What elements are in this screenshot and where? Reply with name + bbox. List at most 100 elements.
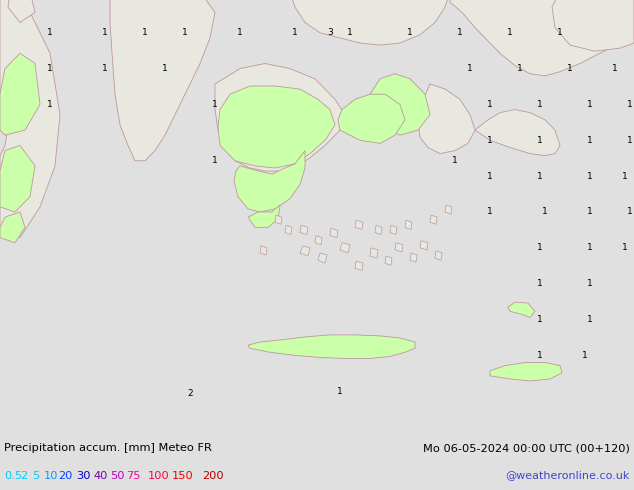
Polygon shape [385, 256, 392, 265]
Text: 1: 1 [582, 351, 588, 360]
Polygon shape [410, 253, 417, 262]
Text: 1: 1 [537, 136, 543, 145]
Polygon shape [248, 335, 415, 359]
Polygon shape [234, 150, 305, 212]
Text: 1: 1 [587, 172, 593, 181]
Text: 1: 1 [627, 207, 633, 217]
Text: 40: 40 [94, 470, 108, 481]
Polygon shape [215, 64, 345, 171]
Text: 1: 1 [292, 28, 298, 37]
Text: 1: 1 [537, 315, 543, 324]
Polygon shape [420, 241, 428, 250]
Text: 1: 1 [347, 28, 353, 37]
Polygon shape [355, 220, 363, 229]
Text: 200: 200 [202, 470, 224, 481]
Polygon shape [552, 0, 634, 51]
Text: 1: 1 [47, 28, 53, 37]
Polygon shape [290, 0, 450, 45]
Polygon shape [8, 0, 35, 23]
Polygon shape [435, 251, 442, 260]
Polygon shape [285, 225, 292, 235]
Polygon shape [445, 205, 452, 214]
Text: @weatheronline.co.uk: @weatheronline.co.uk [506, 470, 630, 481]
Text: 1: 1 [102, 28, 108, 37]
Polygon shape [330, 228, 338, 238]
Polygon shape [275, 215, 282, 224]
Text: 1: 1 [407, 28, 413, 37]
Text: 1: 1 [542, 207, 548, 217]
Polygon shape [0, 146, 35, 212]
Polygon shape [300, 225, 308, 235]
Polygon shape [375, 225, 382, 235]
Text: 1: 1 [537, 172, 543, 181]
Polygon shape [430, 215, 437, 224]
Text: 2: 2 [187, 389, 193, 398]
Text: 1: 1 [587, 136, 593, 145]
Text: Precipitation accum. [mm] Meteo FR: Precipitation accum. [mm] Meteo FR [4, 443, 212, 453]
Polygon shape [370, 74, 430, 135]
Text: 50: 50 [110, 470, 124, 481]
Text: 1: 1 [517, 64, 523, 73]
Text: 1: 1 [142, 28, 148, 37]
Text: 0.5: 0.5 [4, 470, 22, 481]
Text: 1: 1 [622, 172, 628, 181]
Text: 1: 1 [102, 64, 108, 73]
Text: 1: 1 [537, 351, 543, 360]
Text: 1: 1 [47, 100, 53, 109]
Polygon shape [508, 302, 535, 318]
Polygon shape [318, 253, 327, 263]
Text: 1: 1 [467, 64, 473, 73]
Polygon shape [0, 0, 60, 238]
Text: 3: 3 [327, 28, 333, 37]
Text: 1: 1 [487, 172, 493, 181]
Text: 1: 1 [587, 279, 593, 288]
Text: 1: 1 [587, 315, 593, 324]
Polygon shape [418, 84, 475, 154]
Polygon shape [390, 225, 397, 235]
Text: 1: 1 [487, 136, 493, 145]
Polygon shape [110, 0, 215, 161]
Text: 150: 150 [172, 470, 194, 481]
Text: 2: 2 [20, 470, 27, 481]
Text: 1: 1 [537, 100, 543, 109]
Text: 1: 1 [587, 207, 593, 217]
Polygon shape [260, 246, 267, 255]
Polygon shape [300, 246, 310, 256]
Text: 1: 1 [457, 28, 463, 37]
Text: 1: 1 [337, 387, 343, 396]
Text: 1: 1 [47, 64, 53, 73]
Text: 100: 100 [148, 470, 170, 481]
Text: 1: 1 [452, 156, 458, 165]
Polygon shape [475, 110, 560, 156]
Polygon shape [395, 243, 403, 252]
Text: 1: 1 [212, 156, 218, 165]
Text: 1: 1 [612, 64, 618, 73]
Polygon shape [450, 0, 634, 76]
Text: 20: 20 [58, 470, 72, 481]
Text: 1: 1 [537, 279, 543, 288]
Polygon shape [0, 212, 25, 243]
Polygon shape [0, 53, 40, 135]
Polygon shape [248, 205, 280, 227]
Text: 10: 10 [44, 470, 58, 481]
Text: 1: 1 [487, 207, 493, 217]
Polygon shape [315, 236, 322, 245]
Text: 1: 1 [507, 28, 513, 37]
Polygon shape [355, 261, 363, 270]
Text: 1: 1 [182, 28, 188, 37]
Text: 1: 1 [237, 28, 243, 37]
Text: 1: 1 [567, 64, 573, 73]
Text: 1: 1 [622, 244, 628, 252]
Text: 1: 1 [587, 100, 593, 109]
Polygon shape [338, 94, 405, 144]
Text: 1: 1 [627, 136, 633, 145]
Text: 1: 1 [557, 28, 563, 37]
Polygon shape [490, 363, 562, 381]
Text: Mo 06-05-2024 00:00 UTC (00+120): Mo 06-05-2024 00:00 UTC (00+120) [423, 443, 630, 453]
Text: 75: 75 [126, 470, 141, 481]
Text: 1: 1 [162, 64, 168, 73]
Text: 1: 1 [627, 100, 633, 109]
Text: 1: 1 [487, 100, 493, 109]
Text: 1: 1 [587, 244, 593, 252]
Text: 30: 30 [76, 470, 91, 481]
